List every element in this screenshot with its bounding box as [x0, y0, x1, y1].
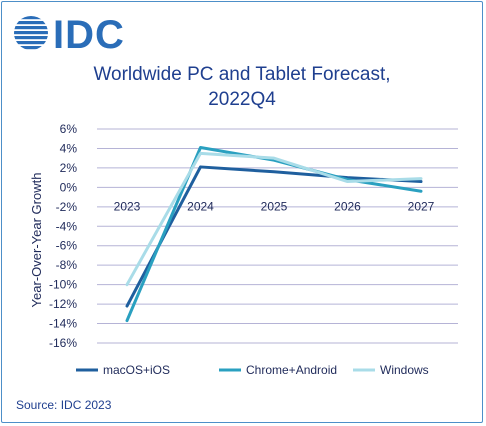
- legend-label: macOS+iOS: [103, 363, 170, 377]
- logo-text: IDC: [53, 13, 125, 57]
- y-tick-label: -2%: [56, 200, 78, 214]
- legend-item: Windows: [353, 363, 429, 377]
- x-tick-label: 2024: [187, 199, 214, 213]
- legend-item: Chrome+Android: [219, 363, 337, 377]
- globe-icon: [14, 16, 48, 50]
- chart-title-line-1: Worldwide PC and Tablet Forecast,: [93, 64, 390, 85]
- legend-label: Chrome+Android: [246, 363, 337, 377]
- series-lines: [125, 145, 423, 323]
- y-axis-label: Year-Over-Year Growth: [29, 173, 44, 308]
- y-tick-label: -6%: [56, 239, 78, 253]
- y-tick-label: -14%: [49, 317, 77, 331]
- series-line-1: [125, 145, 423, 323]
- y-tick-label: -12%: [49, 297, 77, 311]
- y-tick-label: -10%: [49, 278, 77, 292]
- x-tick-label: 2026: [334, 199, 361, 213]
- source-note: Source: IDC 2023: [16, 398, 112, 412]
- y-tick-label: -8%: [56, 258, 78, 272]
- chart-title-line-2: 2022Q4: [208, 89, 276, 110]
- y-tick-label: 4%: [60, 141, 78, 155]
- y-tick-labels: 6% 4% 2% 0% -2% -4% -6% -8% -10% -12% -14% -16%: [49, 122, 77, 350]
- x-tick-label: 2023: [114, 199, 141, 213]
- y-tick-label: 0%: [60, 180, 78, 194]
- x-tick-labels: 2023 2024 2025 2026 2027: [114, 199, 435, 213]
- idc-logo: IDC: [14, 13, 125, 57]
- y-tick-label: 6%: [60, 122, 78, 136]
- y-tick-label: -4%: [56, 219, 78, 233]
- legend-label: Windows: [380, 363, 429, 377]
- gridlines: [97, 128, 458, 344]
- legend-item: macOS+iOS: [76, 363, 170, 377]
- y-tick-label: -16%: [49, 336, 77, 350]
- x-tick-label: 2025: [261, 199, 288, 213]
- y-tick-label: 2%: [60, 161, 78, 175]
- legend: macOS+iOS Chrome+Android Windows: [76, 363, 429, 377]
- x-tick-label: 2027: [408, 199, 435, 213]
